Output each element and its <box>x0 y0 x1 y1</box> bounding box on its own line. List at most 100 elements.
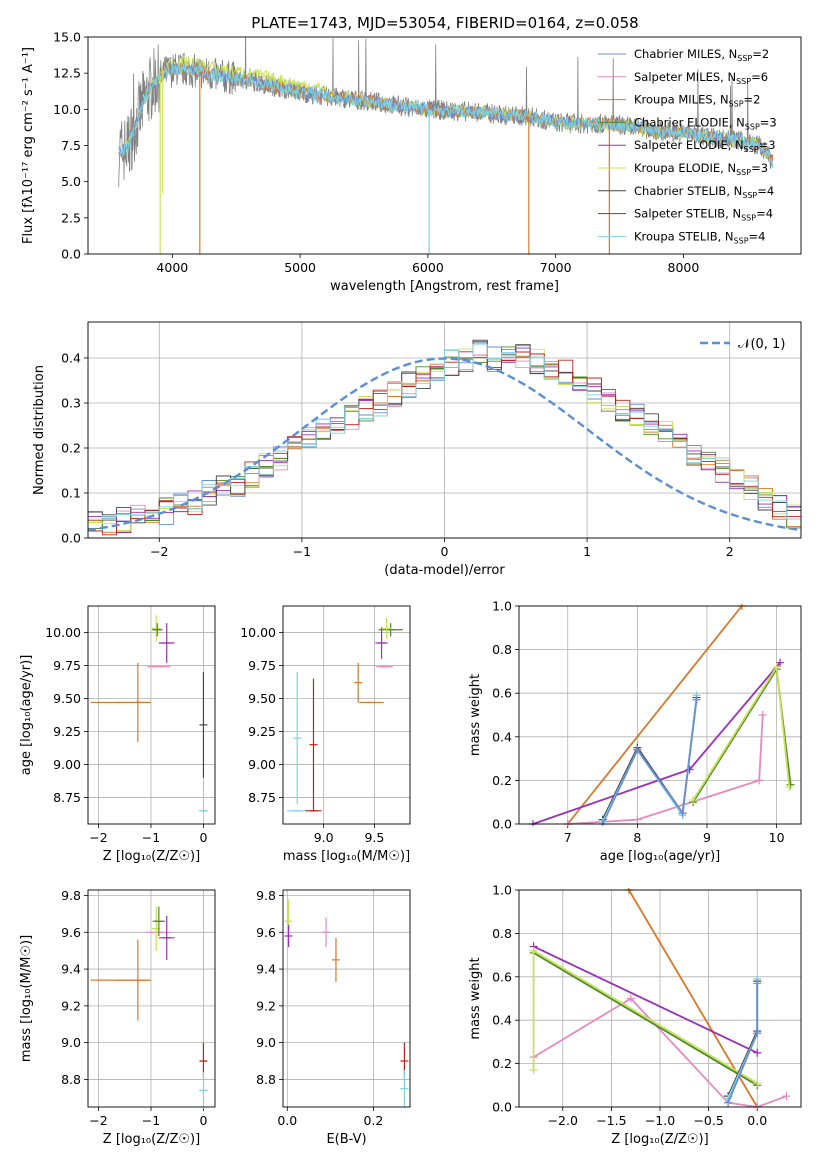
y-tick-label: 0.6 <box>492 686 512 701</box>
series-line <box>727 981 759 1097</box>
y-tick-label: 9.8 <box>256 888 276 903</box>
y-tick-label: 2.5 <box>61 210 81 225</box>
axes-frame <box>87 36 802 255</box>
legend-label: Chabrier MILES, NSSP=2 <box>634 47 769 63</box>
x-axis-label: E(B-V) <box>326 1132 366 1147</box>
y-tick-label: 9.0 <box>61 1035 81 1050</box>
series-marker <box>753 1079 762 1088</box>
x-axis-label: Z [log₁₀(Z/Z☉)] <box>611 1132 708 1147</box>
legend-label: Salpeter ELODIE, NSSP=3 <box>634 138 776 154</box>
legend-label: Salpeter STELIB, NSSP=4 <box>634 207 773 223</box>
gridlines <box>519 889 801 1108</box>
legend: Chabrier MILES, NSSP=2 Salpeter MILES, NS… <box>598 47 777 245</box>
y-tick-label: 0.0 <box>492 1100 512 1115</box>
y-tick-label: 0.4 <box>492 729 512 744</box>
weight-vs-Z-panel: −2.0 −1.5 −1.0 −0.5 0.0 0.0 0.2 0.4 0.6 0.8 1.0 Z [… <box>468 883 802 1147</box>
age-vs-mass-panel: 9.0 9.5 8.75 9.00 9.25 9.50 9.75 10.00 mass [log… <box>240 605 411 864</box>
y-tick-label: 8.8 <box>256 1072 276 1087</box>
x-axis-label: mass [log₁₀(M/M☉)] <box>283 849 410 864</box>
x-tick-label: 9 <box>703 830 711 845</box>
y-tick-label: 9.2 <box>61 998 81 1013</box>
series-line <box>567 714 764 825</box>
series-marker <box>685 765 694 774</box>
y-tick-label: 0.4 <box>61 351 81 366</box>
x-tick-label: 0 <box>441 544 449 559</box>
y-tick-label: 0.6 <box>492 969 512 984</box>
series-marker <box>786 780 795 789</box>
histogram-step <box>88 343 801 538</box>
series-line <box>601 699 698 825</box>
mass-vs-ebv-panel: 0.0 0.2 8.8 9.0 9.2 9.4 9.6 9.8 E(B-V) <box>256 888 411 1147</box>
y-tick-label: 0.1 <box>61 486 81 501</box>
spectrum-plot-area <box>118 37 774 254</box>
x-tick-label: −1 <box>293 544 311 559</box>
residuals-panel: −2 −1 0 1 2 0.0 0.1 0.2 0.3 0.4 𝒩(0, 1) (data-model… <box>32 321 802 578</box>
gridlines <box>88 606 215 824</box>
y-axis-label: Normed distribution <box>32 365 47 495</box>
plot-area <box>529 888 791 1109</box>
x-tick-label: 9.0 <box>314 830 334 845</box>
y-tick-label: 9.75 <box>248 658 276 673</box>
series-line <box>601 697 698 820</box>
x-tick-label: −1.0 <box>645 1113 675 1128</box>
axes-frame <box>87 889 216 1108</box>
axes-frame <box>518 605 802 825</box>
y-tick-label: 15.0 <box>53 30 81 45</box>
normal-curve <box>88 357 801 532</box>
series-marker <box>753 1029 762 1038</box>
y-tick-label: 9.8 <box>61 888 81 903</box>
x-tick-label: 7000 <box>540 260 572 275</box>
y-tick-label: 9.0 <box>256 1035 276 1050</box>
y-tick-label: 0.3 <box>61 396 81 411</box>
series-line <box>533 952 758 1087</box>
x-tick-label: −0.5 <box>693 1113 723 1128</box>
x-tick-label: 10 <box>769 830 785 845</box>
series-marker <box>753 979 762 988</box>
y-axis-label: mass weight <box>468 957 483 1039</box>
y-tick-label: 9.50 <box>53 691 81 706</box>
series-line <box>601 695 698 823</box>
series-marker <box>633 745 642 754</box>
y-tick-label: 9.6 <box>61 925 81 940</box>
x-axis-label: age [log₁₀(age/yr)] <box>600 849 721 864</box>
mass-vs-Z-panel: −2 −1 0 8.8 9.0 9.2 9.4 9.6 9.8 Z [log₁₀(Z/Z☉)] ma… <box>19 888 216 1147</box>
series-marker <box>785 782 794 791</box>
y-tick-label: 12.5 <box>53 66 81 81</box>
y-tick-label: 9.4 <box>256 962 276 977</box>
y-tick-label: 9.2 <box>256 998 276 1013</box>
spectrum-panel: 4000 5000 6000 7000 8000 0.0 2.5 5.0 7.5 10.0 12.5… <box>21 30 802 294</box>
x-tick-label: 0 <box>199 830 207 845</box>
x-tick-label: −2 <box>89 1113 107 1128</box>
x-axis-label: Z [log₁₀(Z/Z☉)] <box>103 1132 200 1147</box>
y-tick-label: 7.5 <box>61 138 81 153</box>
series-marker <box>692 695 701 704</box>
series-marker <box>772 663 781 672</box>
legend-label: Salpeter MILES, NSSP=6 <box>634 70 768 86</box>
series-line <box>532 662 781 825</box>
y-axis-label: age [log₁₀(age/yr)] <box>19 655 34 776</box>
y-tick-label: 9.25 <box>248 724 276 739</box>
x-tick-label: 6000 <box>412 260 444 275</box>
series-line <box>533 945 758 1054</box>
legend-label: Kroupa ELODIE, NSSP=3 <box>634 161 768 177</box>
y-tick-label: 9.6 <box>256 925 276 940</box>
series-marker <box>724 1098 733 1107</box>
plot-area <box>528 604 795 826</box>
x-tick-label: −1 <box>142 1113 160 1128</box>
y-tick-label: 10.00 <box>45 625 81 640</box>
x-tick-label: −2 <box>150 544 168 559</box>
y-tick-label: 0.2 <box>61 441 81 456</box>
y-tick-label: 0.8 <box>492 926 512 941</box>
x-tick-label: 0.2 <box>363 1113 383 1128</box>
x-tick-label: −1 <box>142 830 160 845</box>
x-tick-label: 2 <box>726 544 734 559</box>
x-tick-label: 0.0 <box>277 1113 297 1128</box>
series-marker <box>529 1066 538 1075</box>
y-tick-label: 9.25 <box>53 724 81 739</box>
legend-label: 𝒩(0, 1) <box>738 337 785 352</box>
y-tick-label: 9.50 <box>248 691 276 706</box>
gridlines <box>519 605 801 825</box>
legend-label: Kroupa STELIB, NSSP=4 <box>634 229 765 245</box>
axes-frame <box>282 605 411 825</box>
y-tick-label: 5.0 <box>61 174 81 189</box>
